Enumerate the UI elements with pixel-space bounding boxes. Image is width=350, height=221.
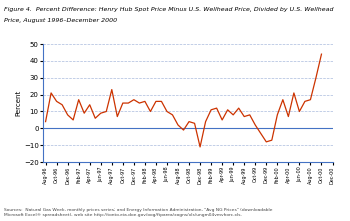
- Text: Price, August 1996–December 2000: Price, August 1996–December 2000: [4, 18, 117, 23]
- Text: Figure 4.  Percent Difference: Henry Hub Spot Price Minus U.S. Wellhead Price, D: Figure 4. Percent Difference: Henry Hub …: [4, 7, 333, 12]
- Y-axis label: Percent: Percent: [15, 90, 21, 116]
- Text: Sources:  Natural Gas Week, monthly prices series; and Energy Information Admini: Sources: Natural Gas Week, monthly price…: [4, 208, 272, 217]
